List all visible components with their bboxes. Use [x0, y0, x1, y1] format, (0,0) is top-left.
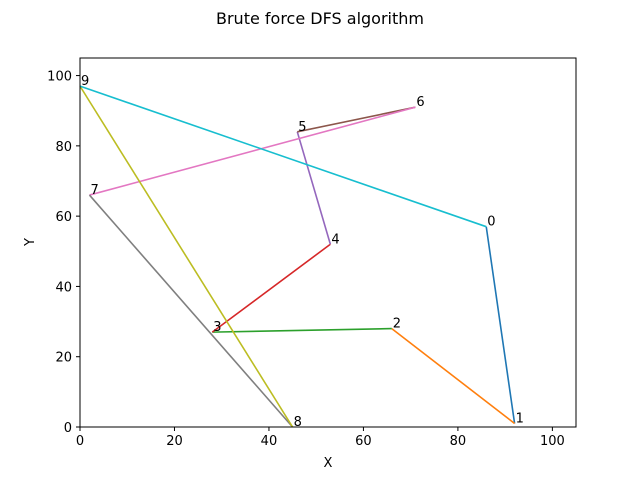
edge-4-5 [296, 131, 332, 245]
edge-1-2 [391, 327, 516, 425]
node-label-6: 6 [416, 95, 424, 110]
node-label-4: 4 [331, 232, 339, 247]
x-axis: 0 20 40 60 80 100 [76, 427, 565, 449]
node-label-0: 0 [487, 215, 495, 230]
node-label-5: 5 [298, 120, 306, 135]
y-tick-label: 20 [55, 351, 72, 366]
edge-9-0 [79, 85, 487, 228]
y-axis: 0 20 40 60 80 100 [47, 70, 80, 436]
node-label-7: 7 [90, 183, 98, 198]
node-label-9: 9 [81, 74, 89, 89]
node-label-3: 3 [213, 320, 221, 335]
plot-area: 0 1 2 3 4 5 6 7 8 9 [79, 74, 524, 430]
x-tick-label: 20 [166, 434, 183, 449]
y-tick-label: 60 [55, 210, 72, 225]
y-tick-label: 80 [55, 140, 72, 155]
edge-5-6 [297, 106, 416, 133]
x-tick-label: 80 [450, 434, 467, 449]
node-label-2: 2 [393, 317, 401, 332]
edge-2-3 [212, 327, 392, 333]
edge-0-1 [485, 226, 516, 424]
y-tick-label: 0 [64, 421, 72, 436]
x-axis-label: X [324, 456, 333, 471]
edge-6-7 [89, 106, 416, 196]
y-tick-label: 100 [47, 70, 72, 85]
edge-3-4 [211, 243, 331, 333]
node-label-8: 8 [294, 415, 302, 430]
edge-8-9 [79, 85, 294, 428]
edge-7-8 [88, 194, 294, 428]
axes-frame [79, 57, 577, 428]
x-tick-label: 0 [76, 434, 84, 449]
x-tick-label: 40 [261, 434, 278, 449]
x-tick-label: 60 [355, 434, 372, 449]
chart-title: Brute force DFS algorithm [216, 9, 424, 28]
y-axis-label: Y [23, 238, 38, 247]
y-tick-label: 40 [55, 280, 72, 295]
x-tick-label: 100 [540, 434, 565, 449]
node-label-1: 1 [516, 411, 524, 426]
